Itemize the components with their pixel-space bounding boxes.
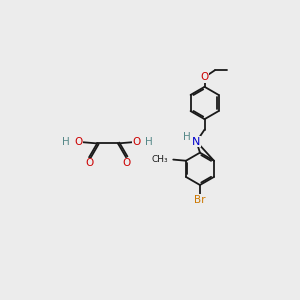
Text: H: H xyxy=(62,137,69,147)
Text: O: O xyxy=(74,137,82,147)
Text: H: H xyxy=(183,132,191,142)
Text: O: O xyxy=(133,137,141,147)
Text: Br: Br xyxy=(194,195,206,205)
Text: O: O xyxy=(200,72,209,82)
Text: CH₃: CH₃ xyxy=(152,155,169,164)
Text: O: O xyxy=(85,158,93,168)
Text: N: N xyxy=(192,136,201,147)
Text: H: H xyxy=(145,137,153,147)
Text: O: O xyxy=(122,158,130,168)
